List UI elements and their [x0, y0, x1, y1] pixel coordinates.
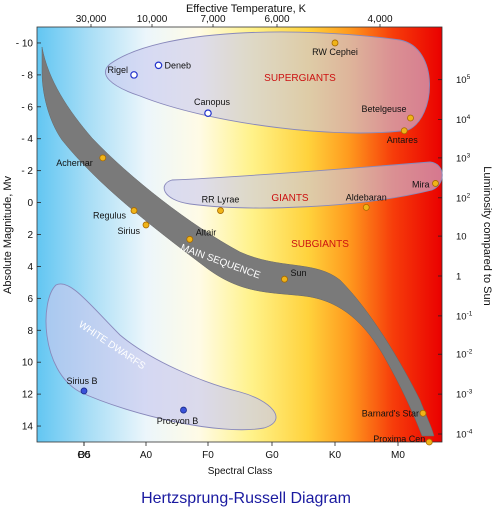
x-tick-label: G0 [265, 450, 279, 461]
star-label-achernar: Achernar [56, 158, 93, 168]
giants-region [163, 161, 443, 209]
star-label-canopus: Canopus [194, 97, 231, 107]
lum-tick-label: 104 [456, 114, 471, 126]
y-tick-label: 10 [22, 358, 34, 369]
white-dwarfs-region [45, 283, 277, 431]
star-point-sirius [142, 221, 150, 229]
star-point-achernar [99, 154, 107, 162]
star-label-antares: Antares [387, 135, 419, 145]
star-label-barnard-s-star: Barnard's Star [362, 408, 419, 418]
chart-title: Hertzsprung-Russell Diagram [141, 490, 351, 507]
lum-tick-label: 10-4 [456, 429, 473, 441]
star-label-aldebaran: Aldebaran [346, 192, 387, 202]
lum-tick-label: 10-2 [456, 349, 473, 361]
star-point-rw-cephei [331, 39, 339, 47]
giants-label: GIANTS [271, 193, 309, 204]
y-tick-label: 6 [27, 294, 33, 305]
star-label-regulus: Regulus [93, 211, 127, 221]
lum-tick-label: 10 [456, 232, 467, 243]
star-point-barnard-s-star [419, 409, 427, 417]
lum-tick-label: 102 [456, 192, 471, 204]
y-tick-label: - 4 [21, 134, 33, 145]
star-point-deneb [154, 61, 163, 70]
star-point-mira [432, 180, 439, 187]
star-label-rw-cephei: RW Cephei [312, 47, 358, 57]
star-point-regulus [130, 207, 138, 214]
lum-tick-label: 10-1 [456, 310, 473, 322]
top-axis-title: Effective Temperature, K [186, 3, 307, 15]
lum-tick-label: 103 [456, 152, 471, 164]
main-sequence-band [41, 46, 435, 437]
supergiants-region [105, 31, 430, 134]
x-axis-title: Spectral Class [208, 466, 272, 477]
star-label-rigel: Rigel [107, 65, 128, 75]
y-tick-label: 2 [27, 230, 33, 241]
stars-layer: Rigel Deneb RW Cephei Canopus Betelgeuse Anta… [56, 39, 439, 446]
star-point-canopus [204, 109, 212, 117]
star-label-deneb: Deneb [165, 60, 192, 70]
x-tick-label: A0 [140, 450, 153, 461]
star-point-antares [400, 127, 408, 135]
star-label-proxima-cen: Proxima Cen [373, 434, 425, 444]
star-point-sirius-b [80, 387, 88, 395]
star-point-rr-lyrae [217, 207, 224, 214]
star-point-proxima-cen [425, 438, 433, 446]
y-tick-label: - 2 [21, 166, 33, 177]
x-tick-label: O5 [77, 450, 91, 461]
star-label-sirius: Sirius [117, 226, 140, 236]
right-axis-title: Luminosity compared to Sun [481, 166, 492, 305]
y-axis-title: Absolute Magnitude, Mv [2, 175, 14, 294]
star-label-betelgeuse: Betelgeuse [361, 104, 406, 114]
y-tick-label: 8 [27, 326, 33, 337]
star-point-betelgeuse [407, 114, 414, 122]
y-tick-label: 4 [27, 262, 33, 273]
y-tick-label: 14 [22, 422, 34, 433]
top-tick-label: 7,000 [200, 14, 225, 25]
y-tick-label: 12 [22, 390, 34, 401]
top-tick-label: 6,000 [264, 14, 289, 25]
star-point-altair [186, 235, 194, 243]
x-tick-label: B0 [78, 450, 91, 461]
star-point-aldebaran [362, 203, 370, 211]
star-label-procyon-b: Procyon B [157, 416, 199, 426]
star-label-mira: Mira [412, 179, 430, 189]
x-tick-label: M0 [391, 450, 405, 461]
star-label-rr-lyrae: RR Lyrae [202, 195, 240, 205]
lum-tick-label: 105 [456, 74, 471, 86]
star-point-procyon-b [180, 406, 187, 414]
y-tick-label: - 8 [21, 70, 33, 81]
x-tick-label: K0 [329, 450, 342, 461]
lum-tick-label: 10-3 [456, 389, 473, 401]
y-tick-label: - 6 [21, 102, 33, 113]
star-point-sun [281, 275, 288, 283]
top-tick-label: 4,000 [367, 14, 392, 25]
star-label-sun: Sun [291, 268, 307, 278]
supergiants-label: SUPERGIANTS [264, 73, 336, 84]
x-tick-label: F0 [202, 450, 214, 461]
star-label-altair: Altair [196, 227, 217, 237]
y-tick-label: 0 [27, 198, 33, 209]
y-tick-label: - 10 [16, 38, 34, 49]
subgiants-label: SUBGIANTS [291, 239, 349, 250]
star-label-sirius-b: Sirius B [66, 376, 97, 386]
top-tick-label: 10,000 [137, 14, 168, 25]
lum-tick-label: 1 [456, 272, 461, 283]
top-tick-label: 30,000 [76, 14, 107, 25]
star-point-rigel [130, 71, 138, 79]
